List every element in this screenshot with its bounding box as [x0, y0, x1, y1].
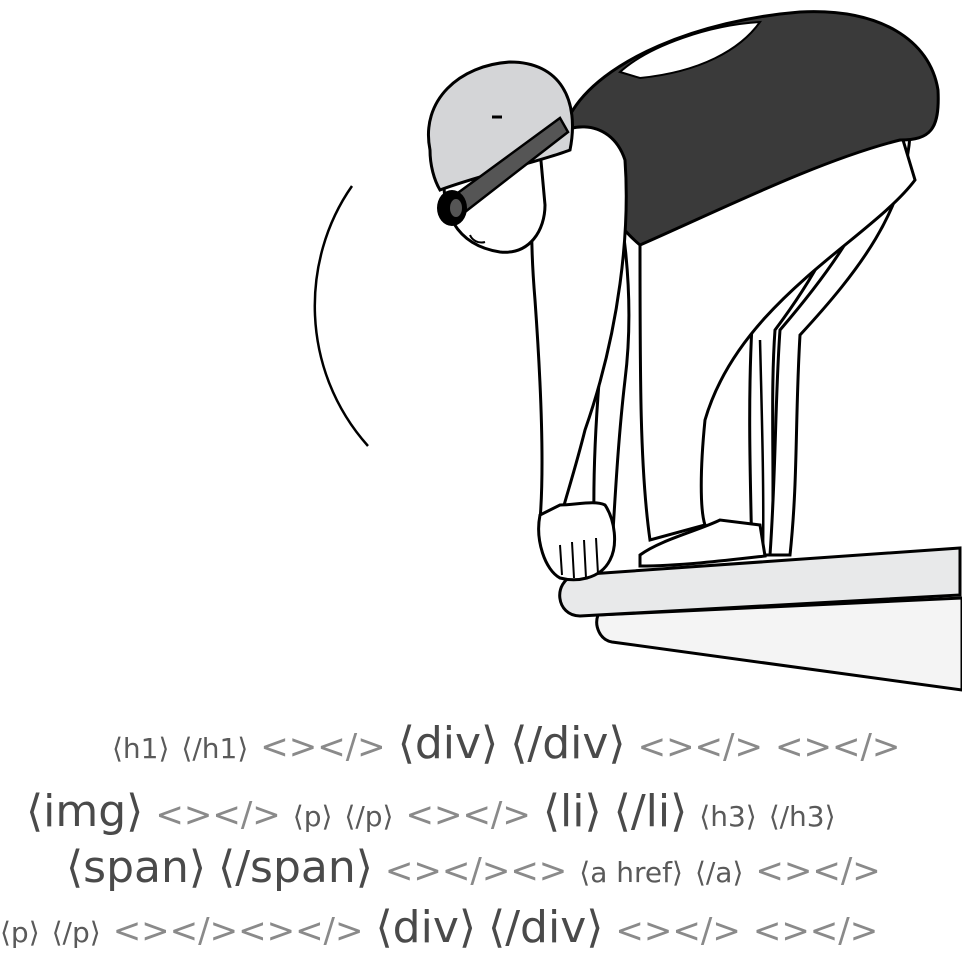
hands: [537, 501, 617, 582]
code-line: ⟨span⟩ ⟨/span⟩ <></><> ⟨a href⟩ ⟨/a⟩ <></>: [66, 846, 893, 890]
code-tag: <></>: [260, 727, 386, 767]
code-line: ⟨img⟩ <></> ⟨p⟩ ⟨/p⟩ <></> ⟨li⟩ ⟨/li⟩ ⟨h3⟩ ⟨/h3⟩: [26, 790, 848, 834]
code-tag: ⟨span⟩: [66, 842, 207, 893]
code-tag: ⟨p⟩: [0, 916, 40, 949]
code-tag: ⟨h1⟩: [112, 732, 170, 765]
motion-arc: [313, 185, 369, 447]
code-tag: <></>: [405, 795, 531, 835]
code-tag: ⟨/h3⟩: [768, 800, 836, 833]
code-tag: ⟨/p⟩: [51, 916, 101, 949]
arm-front: [530, 125, 628, 522]
code-tag: ⟨img⟩: [26, 786, 144, 837]
code-tag: ⟨p⟩: [292, 800, 333, 833]
code-tag: ⟨/p⟩: [344, 800, 394, 833]
code-tag: ⟨/h1⟩: [181, 732, 249, 765]
code-tag: ⟨/a⟩: [694, 856, 744, 889]
code-tag: <></><></>: [112, 911, 364, 951]
diving-board-side: [595, 596, 962, 692]
code-tag: ⟨/span⟩: [218, 842, 373, 893]
code-tag: <></>: [755, 851, 881, 891]
code-tag: ⟨/div⟩: [510, 718, 626, 769]
code-tag: <></>: [752, 911, 879, 951]
code-tag: <></>: [155, 795, 281, 835]
front-foot: [638, 518, 767, 568]
code-tag: ⟨/li⟩: [613, 786, 688, 837]
code-tag: ⟨li⟩: [542, 786, 602, 837]
code-tag: <></><>: [384, 851, 568, 891]
code-tag: ⟨a href⟩: [579, 856, 683, 889]
code-tag: ⟨div⟩: [397, 718, 499, 769]
code-tag: <></>: [637, 727, 763, 767]
swimmer-illustration: [313, 10, 962, 692]
code-tag: <></>: [615, 911, 741, 951]
code-tag: ⟨h3⟩: [699, 800, 757, 833]
code-tag: ⟨div⟩: [375, 902, 477, 953]
code-line: ⟨h1⟩ ⟨/h1⟩ <></> ⟨div⟩ ⟨/div⟩ <></> <></>: [112, 722, 912, 766]
code-line: ⟨p⟩ ⟨/p⟩ <></><></> ⟨div⟩ ⟨/div⟩ <></> <></>: [0, 906, 890, 950]
suit-back-opening: [618, 20, 763, 80]
code-tag: <></>: [775, 727, 901, 767]
code-tag: ⟨/div⟩: [488, 902, 604, 953]
